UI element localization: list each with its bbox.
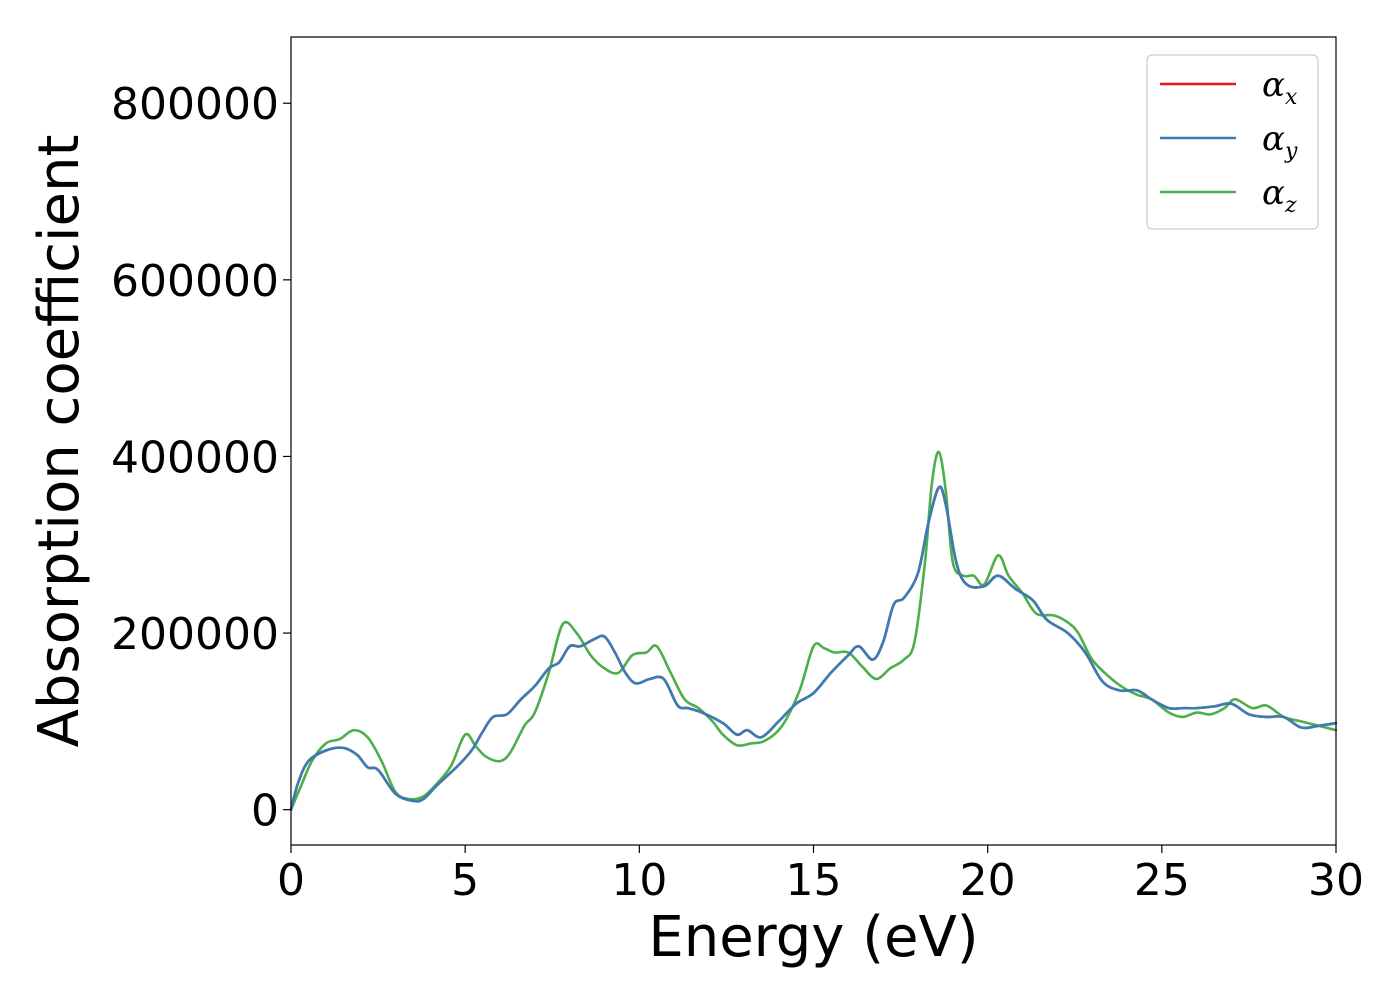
legend-label-main: α bbox=[1262, 173, 1285, 213]
y-tick-label: 200000 bbox=[111, 609, 279, 660]
y-tick-label: 800000 bbox=[111, 79, 279, 130]
legend-label-subscript: z bbox=[1284, 193, 1297, 218]
legend-label-alpha-y: αy bbox=[1262, 119, 1298, 164]
x-axis-label: Energy (eV) bbox=[648, 905, 978, 970]
legend-label-main: α bbox=[1262, 65, 1285, 105]
series-line-alpha-z bbox=[289, 450, 1338, 811]
x-tick-label: 25 bbox=[1134, 855, 1190, 906]
y-tick-label: 400000 bbox=[111, 432, 279, 483]
legend-label-subscript: x bbox=[1285, 85, 1298, 110]
legend-label-alpha-x: αx bbox=[1262, 65, 1298, 110]
y-tick-label: 0 bbox=[251, 786, 279, 837]
series-line-alpha-y bbox=[289, 485, 1338, 811]
legend-box bbox=[1146, 54, 1319, 230]
y-tick-label: 600000 bbox=[111, 256, 279, 307]
y-axis-label: Absorption coefficient bbox=[27, 135, 92, 748]
legend-label-main: α bbox=[1262, 119, 1285, 159]
x-tick-label: 5 bbox=[451, 855, 479, 906]
x-tick-label: 15 bbox=[786, 855, 842, 906]
legend-label-subscript: y bbox=[1284, 139, 1298, 164]
x-tick-label: 20 bbox=[960, 855, 1016, 906]
x-tick-label: 30 bbox=[1308, 855, 1364, 906]
x-tick-label: 10 bbox=[611, 855, 667, 906]
series-layer bbox=[289, 450, 1338, 811]
x-tick-label: 0 bbox=[277, 855, 305, 906]
ticks-layer: 0 5 10 15 20 25 30 0 200000 400000 600000 800000 bbox=[111, 79, 1364, 906]
legend-label-alpha-z: αz bbox=[1262, 173, 1297, 218]
